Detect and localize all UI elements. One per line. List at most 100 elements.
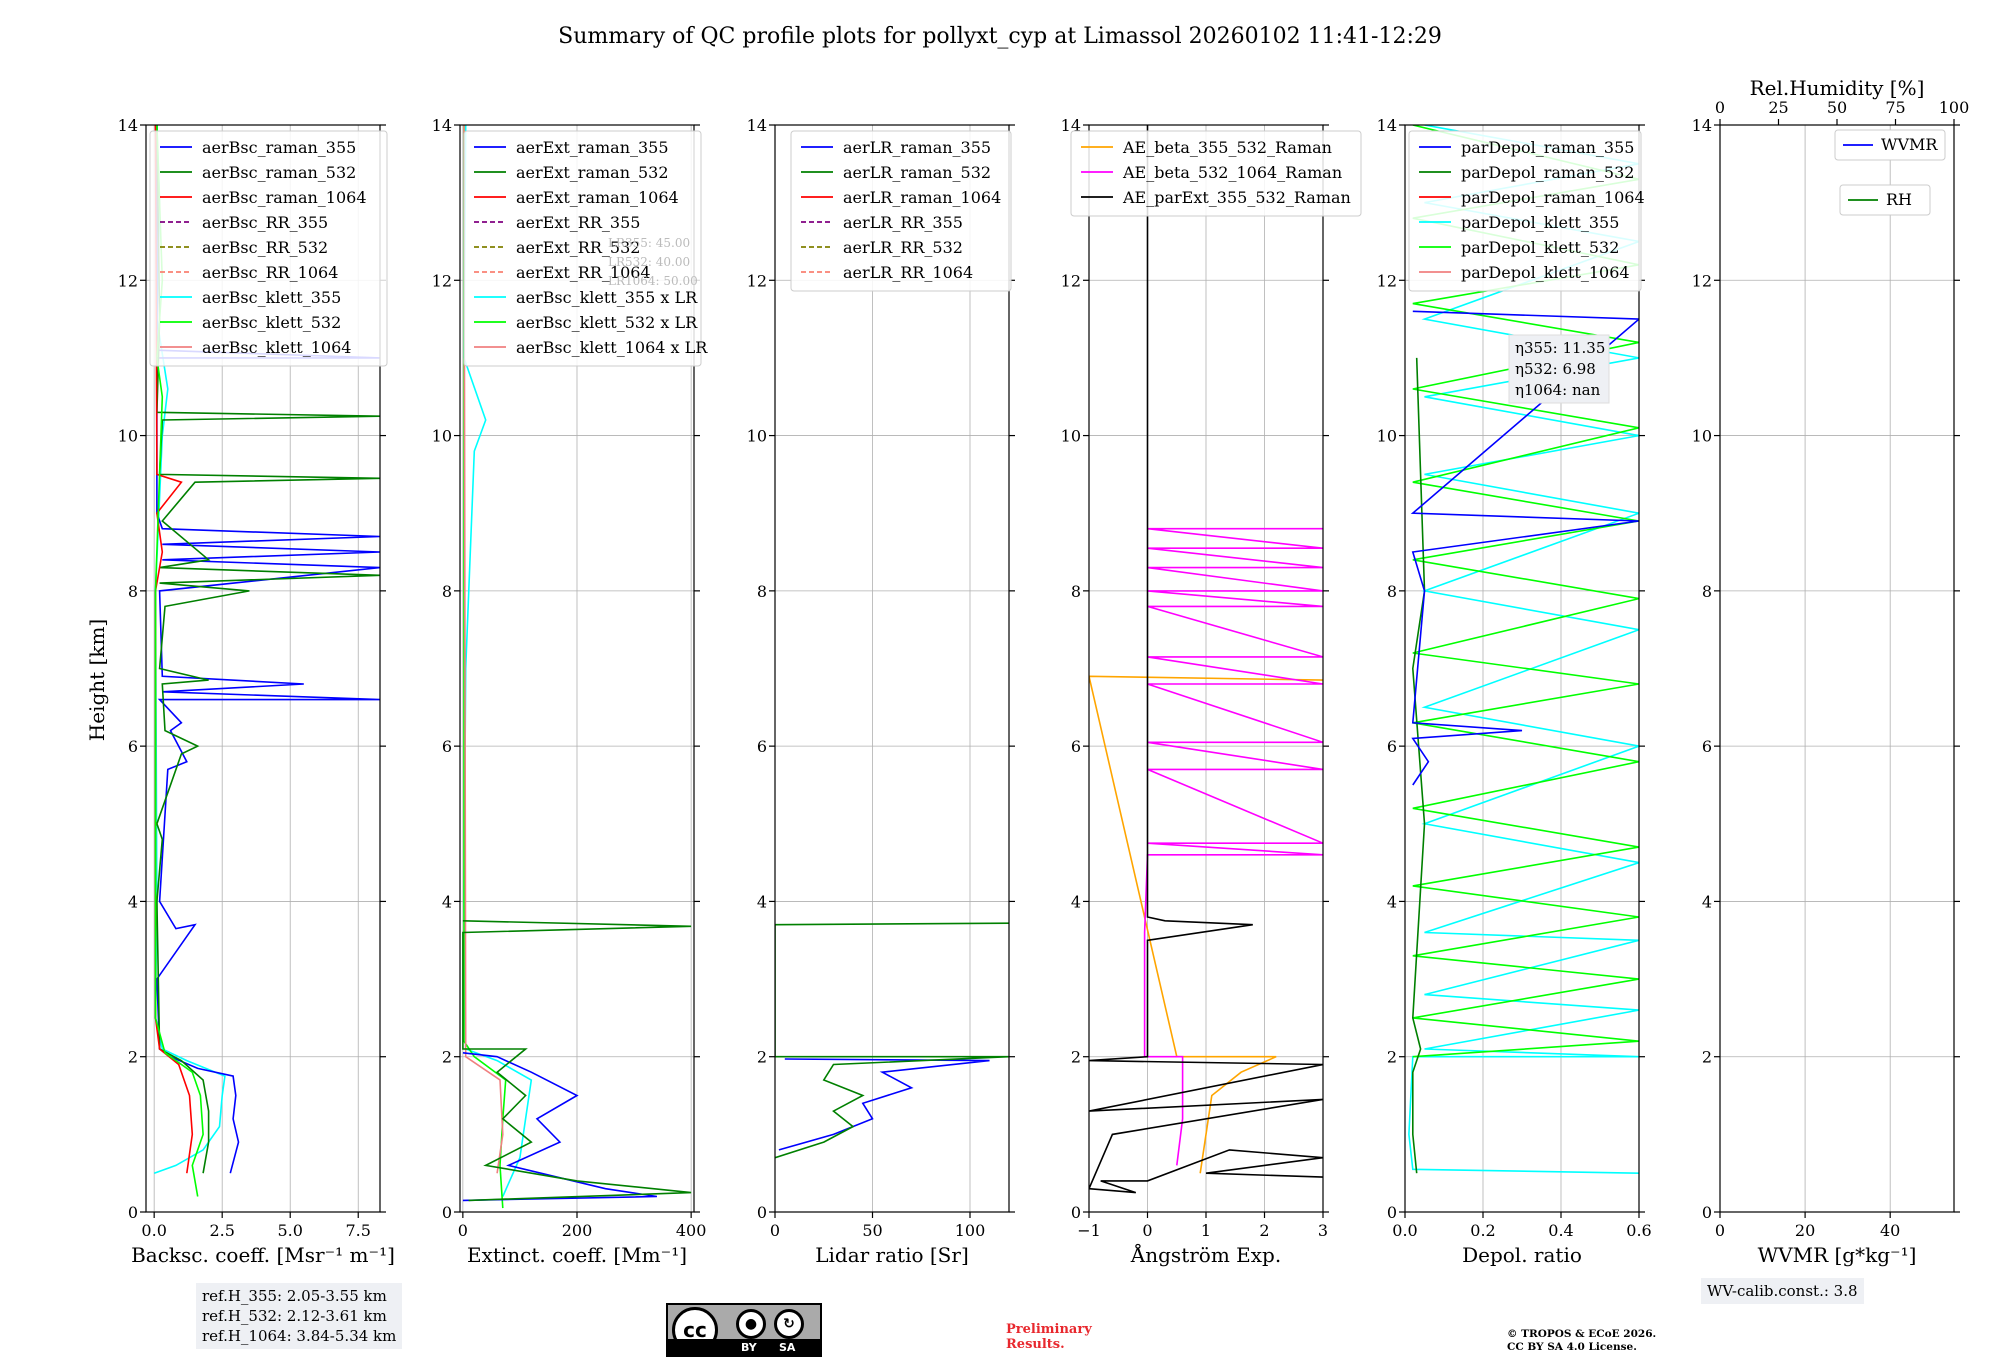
lidar-ratio-annotation: LR355: 45.00 [608,236,690,250]
y-tick-label: 12 [1061,271,1081,290]
top-x-tick-label: 50 [1827,98,1847,117]
y-tick-label: 2 [1387,1048,1397,1067]
y-tick-label: 4 [757,892,767,911]
y-tick-label: 0 [1071,1203,1081,1222]
y-tick-label: 14 [432,116,452,135]
legend-label: aerLR_raman_532 [843,163,991,182]
lidar-ratio-annotation: LR532: 40.00 [608,255,690,269]
x-axis-label: Backsc. coeff. [Msr⁻¹ m⁻¹] [131,1243,395,1267]
reference-height-box: ref.H_355: 2.05-3.55 km ref.H_532: 2.12-… [196,1283,403,1349]
x-tick-label: 400 [676,1221,707,1240]
legend-label: aerLR_RR_532 [843,238,963,257]
x-tick-label: 20 [1795,1221,1815,1240]
series-parDepol_klett_532 [1412,125,1639,1058]
legend-label: aerBsc_raman_1064 [202,188,367,207]
x-tick-label: 1 [1201,1221,1211,1240]
legend-box [463,130,702,367]
axes-frame [774,124,1010,1213]
y-tick-label: 8 [1387,582,1397,601]
x-tick-label: 7.5 [346,1221,371,1240]
attribution-icon: ● [736,1309,766,1339]
y-tick-label: 0 [1387,1203,1397,1222]
legend-label: aerBsc_RR_355 [202,213,328,232]
copyright-line-2: CC BY SA 4.0 License. [1507,1341,1637,1353]
series-parDepol_raman_532 [1411,357,1426,1174]
y-tick-label: 14 [747,116,767,135]
y-tick-label: 0 [442,1203,452,1222]
legend-label: aerExt_RR_355 [516,213,640,232]
x-tick-label: 3 [1318,1221,1328,1240]
x-axis-label: Extinct. coeff. [Mm⁻¹] [467,1243,687,1267]
x-tick-label: 0.4 [1548,1221,1573,1240]
legend-label: parDepol_klett_355 [1461,213,1619,232]
series-group [1089,125,1323,1194]
y-tick-label: 14 [1692,116,1712,135]
x-axis-label: Lidar ratio [Sr] [815,1243,969,1267]
y-tick-label: 14 [1061,116,1081,135]
legend-label: aerBsc_klett_355 [202,288,341,307]
series-aerBsc_raman_355 [156,125,380,1174]
top-x-tick-label: 0 [1715,98,1725,117]
y-axis-label: Height [km] [85,619,109,741]
x-axis-label: Depol. ratio [1462,1243,1582,1267]
y-tick-label: 4 [128,892,138,911]
y-tick-label: 10 [432,427,452,446]
top-x-tick-label: 25 [1768,98,1788,117]
y-tick-label: 8 [1702,582,1712,601]
y-tick-label: 6 [1071,737,1081,756]
legend-box [790,130,1012,292]
y-tick-label: 2 [1702,1048,1712,1067]
legend-label: aerLR_RR_1064 [843,263,973,282]
axes-frame [1404,124,1640,1213]
wv-calibration-box: WV-calib.const.: 3.8 [1701,1278,1864,1304]
legend-label: aerBsc_raman_532 [202,163,356,182]
eta-annotation: η355: 11.35 [1515,339,1605,357]
x-tick-label: 200 [562,1221,593,1240]
figure-title: Summary of QC profile plots for pollyxt_… [558,24,1442,49]
x-tick-label: 50 [862,1221,882,1240]
series-group [462,125,692,1209]
legend-label: aerExt_raman_532 [516,163,669,182]
legend-box [149,130,388,367]
y-tick-label: 6 [128,737,138,756]
legend-label: aerLR_raman_1064 [843,188,1001,207]
y-tick-label: 2 [757,1048,767,1067]
by-label: BY [741,1341,757,1354]
legend-label: parDepol_raman_355 [1461,138,1634,157]
legend-box [1834,129,1946,161]
legend-box [1408,130,1642,292]
legend-label: aerBsc_klett_1064 x LR [516,338,708,357]
legend-label: aerBsc_RR_532 [202,238,328,257]
y-tick-label: 6 [1387,737,1397,756]
ref-height-355: ref.H_355: 2.05-3.55 km [202,1287,387,1305]
legend-label: parDepol_klett_532 [1461,238,1619,257]
prelim-line-1: Preliminary [1006,1322,1092,1337]
y-tick-label: 12 [1692,271,1712,290]
x-tick-label: 0 [770,1221,780,1240]
panel-2: 0 2 4 6 8 10 12 14 0 200 400 Extinct. coeff. [Mm⁻¹]… [432,116,709,1267]
eta-box [1508,334,1610,404]
series-parDepol_klett_355 [1408,125,1639,1174]
y-tick-label: 0 [128,1203,138,1222]
x-tick-label: 0.0 [1392,1221,1417,1240]
legend-label: AE_beta_532_1064_Raman [1122,163,1342,182]
sa-label: SA [779,1341,796,1354]
legend-label: aerBsc_klett_532 [202,313,341,332]
ref-height-1064: ref.H_1064: 3.84-5.34 km [202,1327,397,1345]
y-tick-label: 4 [1702,892,1712,911]
x-tick-label: 40 [1880,1221,1900,1240]
panel-5: 0 2 4 6 8 10 12 14 0.0 0.2 0.4 0.6 Depol. ratio parDe… [1377,116,1652,1267]
top-x-tick-label: 100 [1939,98,1970,117]
x-tick-label: 0 [1715,1221,1725,1240]
panel-3: 0 2 4 6 8 10 12 14 0 50 100 Lidar ratio [Sr] aerLR_r… [747,116,1015,1267]
series-aerExt_raman_355 [462,1052,658,1202]
copyright-note: © TROPOS & ECoE 2026. CC BY SA 4.0 Licen… [1507,1328,1656,1354]
legend-label: AE_beta_355_532_Raman [1122,138,1332,157]
legend-label: aerExt_RR_532 [516,238,640,257]
axes-frame [1719,124,1955,1213]
y-tick-label: 8 [128,582,138,601]
series-group [1408,125,1639,1174]
y-tick-label: 0 [757,1203,767,1222]
legend-label: parDepol_klett_1064 [1461,263,1630,282]
